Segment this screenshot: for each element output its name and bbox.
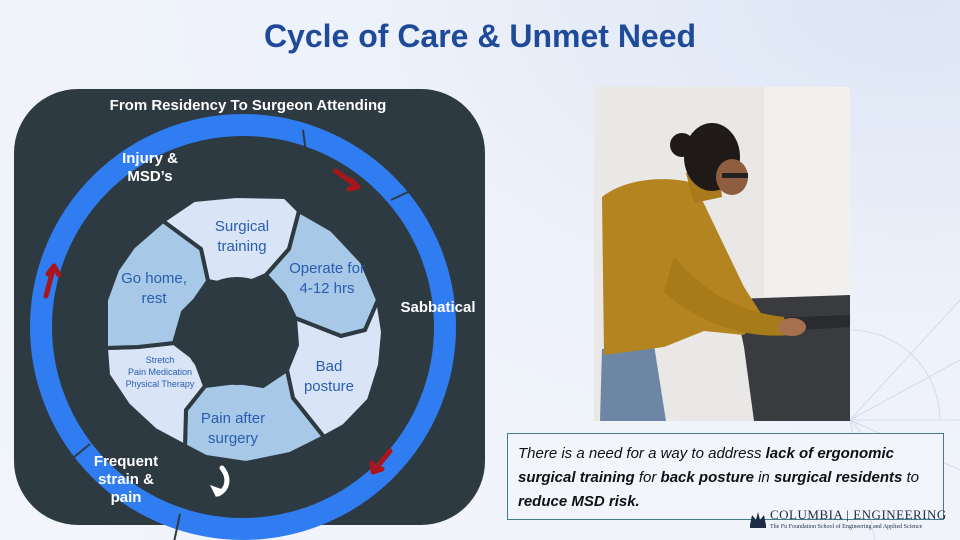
arrow-icon: [43, 263, 62, 299]
logo-subtitle: The Fu Foundation School of Engineering …: [770, 524, 923, 530]
need-text: There is a need for a way to address: [518, 445, 766, 462]
segment-label-bad-posture: Bad posture: [303, 358, 355, 395]
segment-label-go-home: Go home, rest: [121, 270, 187, 307]
logo-name: COLUMBIA | ENGINEERING: [770, 507, 947, 522]
need-emphasis: back posture: [660, 469, 754, 486]
need-text: in: [753, 469, 774, 486]
need-emphasis: surgical residents: [773, 469, 903, 486]
outer-ring: [30, 114, 456, 540]
label-sabbatical: Sabbatical: [400, 299, 476, 316]
arrow-icon: [333, 168, 361, 192]
need-emphasis: reduce MSD risk.: [518, 493, 640, 510]
ring-dividers: [67, 129, 422, 540]
posture-photo: [594, 87, 850, 421]
need-text: for: [634, 469, 661, 486]
crown-icon: [750, 512, 766, 528]
label-frequent: Frequent strain & pain: [93, 453, 159, 506]
segment-label-surgical-training: Surgical training: [214, 218, 270, 255]
columbia-engineering-logo: COLUMBIA | ENGINEERING The Fu Foundation…: [748, 507, 954, 535]
segment-label-operate: Operate for 4-12 hrs: [289, 260, 365, 297]
need-statement-box: There is a need for a way to address lac…: [507, 433, 944, 520]
curved-arrow-icon: [210, 465, 230, 497]
need-text: to: [902, 469, 920, 486]
segment-label-therapy: Stretch Pain Medication Physical Therapy: [125, 355, 195, 389]
label-injury: Injury & MSD’s: [122, 150, 178, 185]
diagram-header: From Residency To Surgeon Attending: [109, 97, 387, 114]
segment-label-pain-after: Pain after surgery: [200, 410, 266, 447]
slide-title: Cycle of Care & Unmet Need: [263, 18, 697, 54]
need-emphasis: lack of ergonomic surgical training: [518, 445, 895, 486]
center-hub: [183, 277, 291, 385]
arrow-icon: [369, 448, 393, 475]
segment-go-home: [104, 218, 211, 351]
